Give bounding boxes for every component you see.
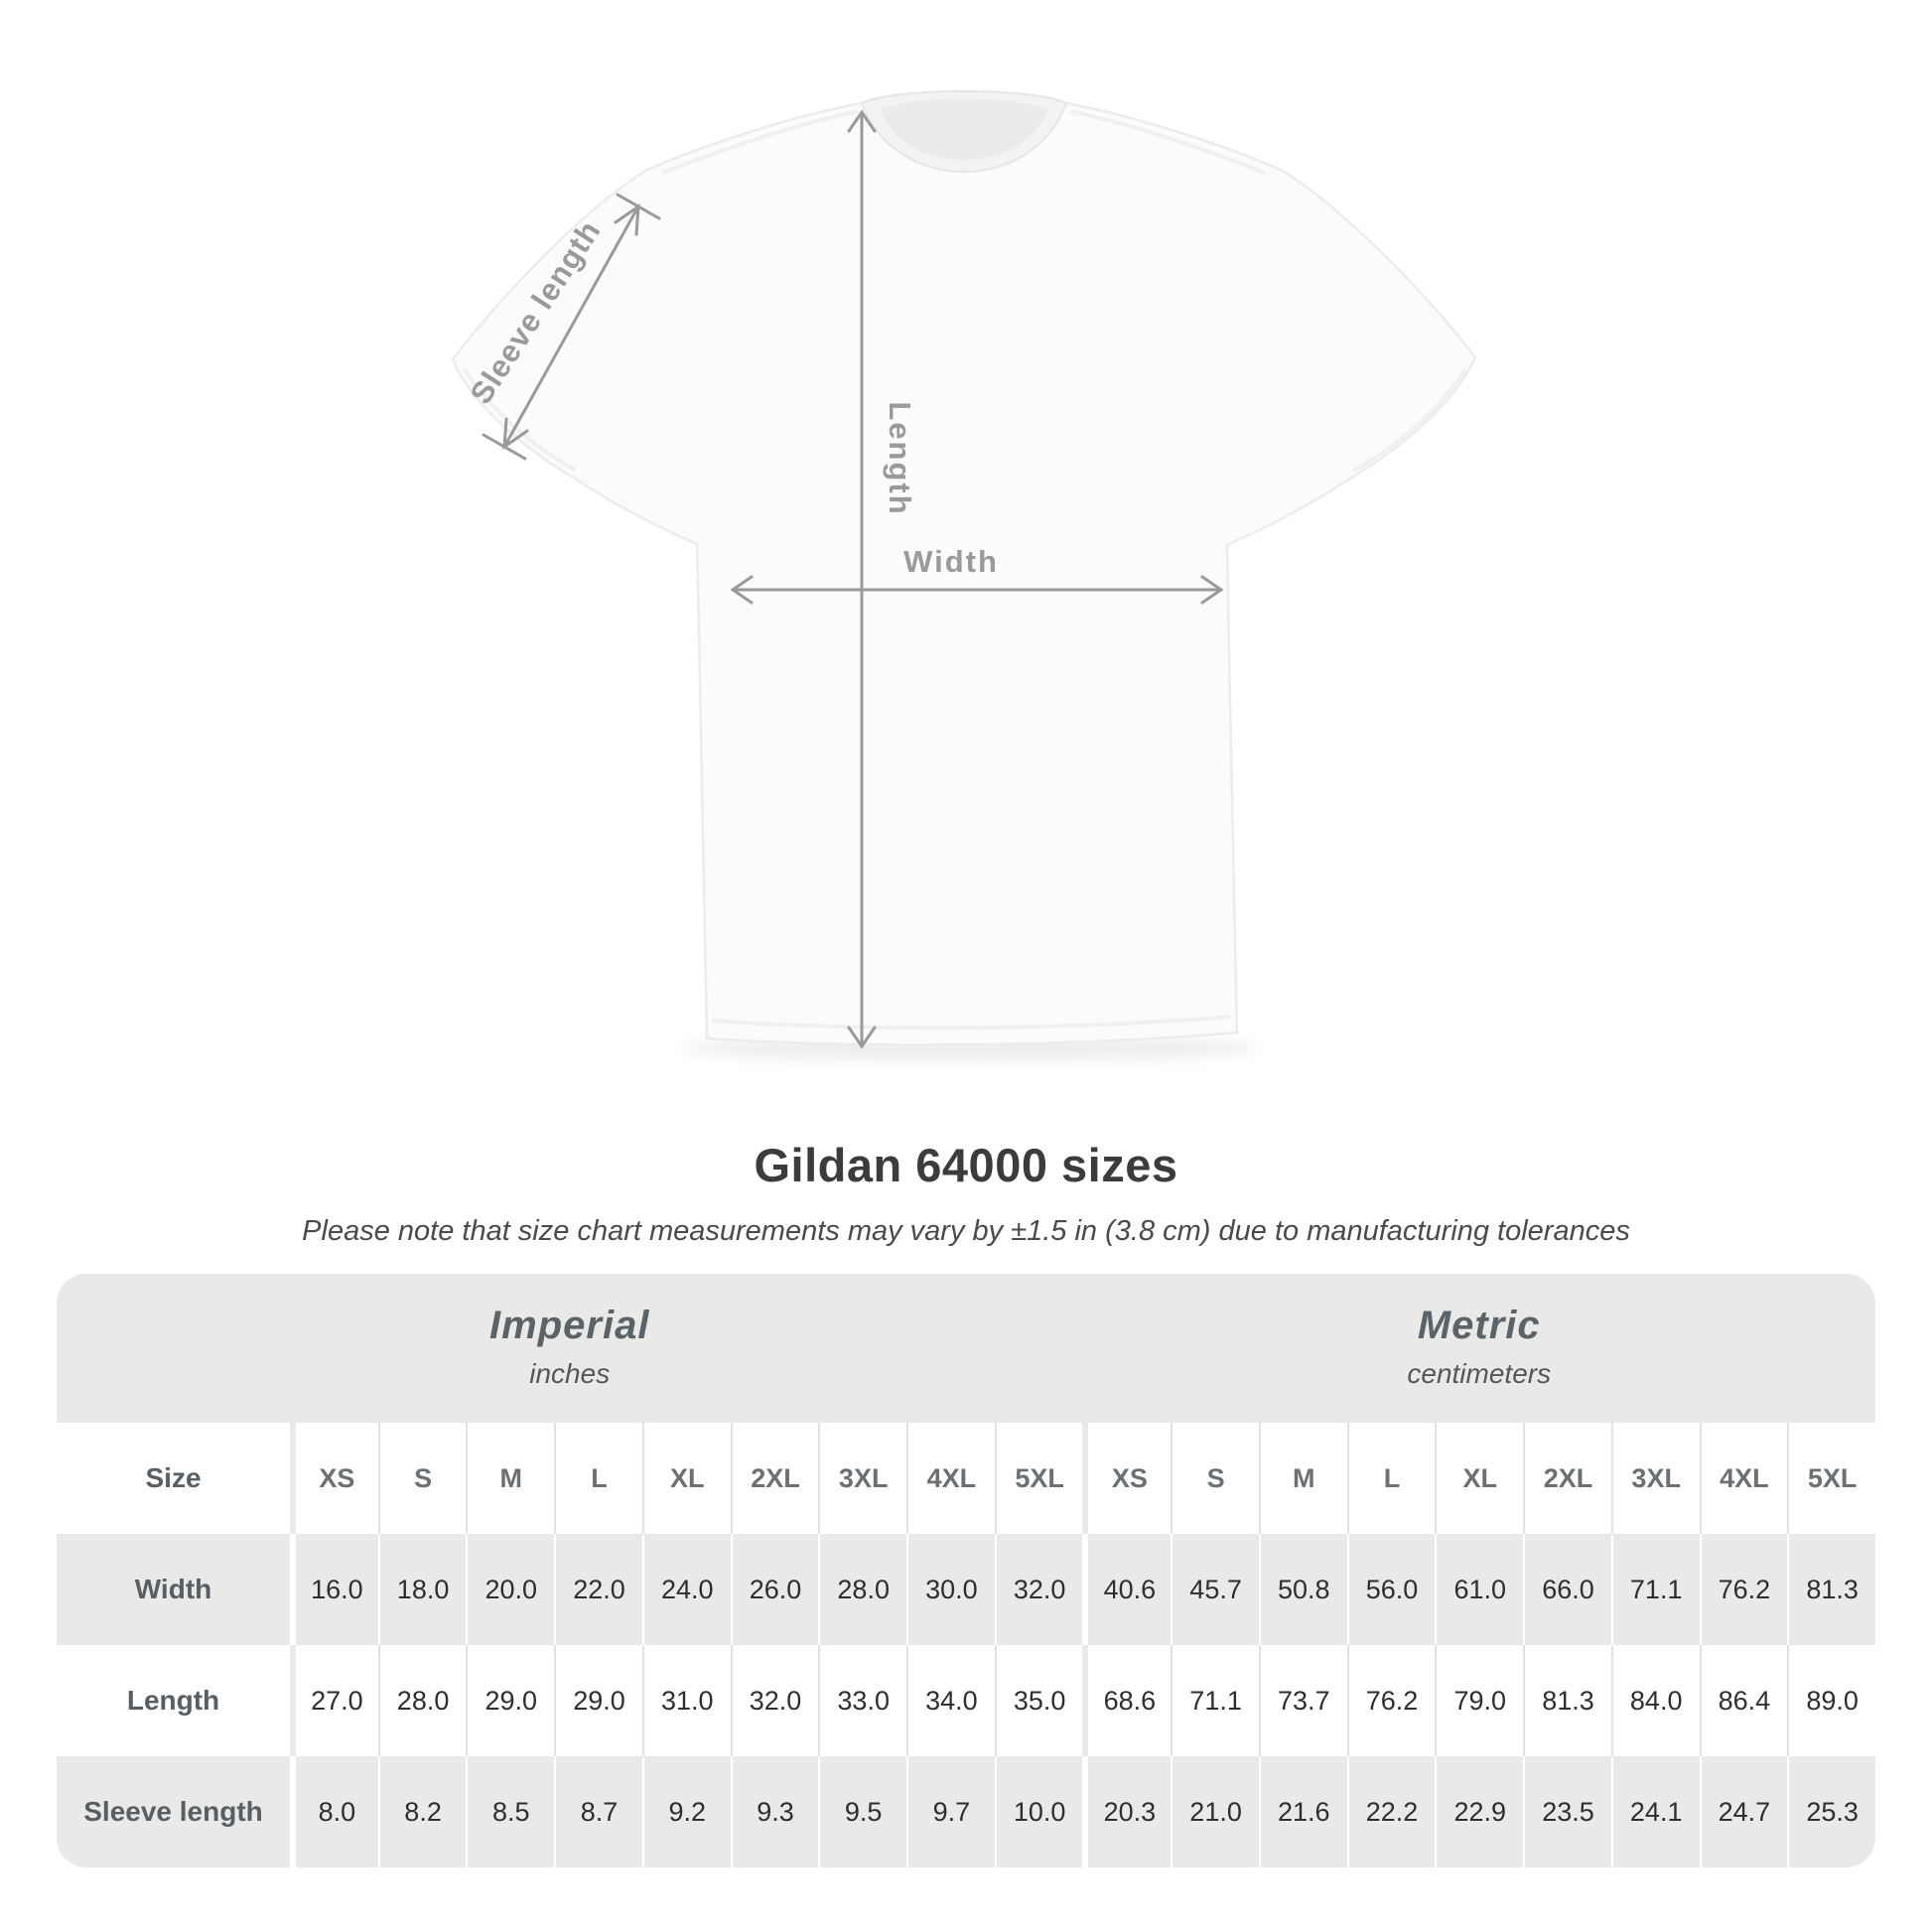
unit-group-subtitle: inches <box>529 1358 611 1389</box>
value-length-imperial-m: 29.0 <box>466 1645 555 1756</box>
value-sleeve-length-imperial-5xl: 10.0 <box>994 1756 1083 1867</box>
unit-group-title: Imperial <box>489 1304 650 1347</box>
value-length-metric-s: 71.1 <box>1171 1645 1259 1756</box>
size-header-metric-m: M <box>1258 1423 1347 1534</box>
size-header-imperial-m: M <box>466 1423 555 1534</box>
size-header-metric-5xl: 5XL <box>1787 1423 1875 1534</box>
value-width-metric-4xl: 76.2 <box>1699 1534 1788 1645</box>
length-arrow <box>847 109 877 1049</box>
size-header-metric-xl: XL <box>1435 1423 1524 1534</box>
value-width-metric-s: 45.7 <box>1171 1534 1259 1645</box>
size-header-metric-4xl: 4XL <box>1699 1423 1788 1534</box>
row-label-length: Length <box>57 1645 290 1756</box>
value-sleeve-length-imperial-4xl: 9.7 <box>906 1756 995 1867</box>
value-sleeve-length-metric-l: 22.2 <box>1346 1756 1436 1867</box>
value-width-metric-5xl: 81.3 <box>1787 1534 1875 1645</box>
tolerance-note: Please note that size chart measurements… <box>302 1215 1630 1247</box>
size-header-metric-2xl: 2XL <box>1523 1423 1611 1534</box>
value-width-imperial-xs: 16.0 <box>290 1534 378 1645</box>
page-title: Gildan 64000 sizes <box>754 1139 1178 1191</box>
value-length-imperial-l: 29.0 <box>554 1645 642 1756</box>
value-length-imperial-xs: 27.0 <box>290 1645 378 1756</box>
value-sleeve-length-metric-s: 21.0 <box>1171 1756 1259 1867</box>
value-sleeve-length-metric-xl: 22.9 <box>1435 1756 1524 1867</box>
value-length-imperial-xl: 31.0 <box>641 1645 731 1756</box>
value-sleeve-length-metric-xs: 20.3 <box>1082 1756 1172 1867</box>
value-length-metric-2xl: 81.3 <box>1523 1645 1611 1756</box>
value-width-metric-m: 50.8 <box>1258 1534 1347 1645</box>
measurement-arrows <box>482 109 1224 1049</box>
size-header-imperial-s: S <box>377 1423 467 1534</box>
tshirt-silhouette <box>451 89 1477 1046</box>
size-header-imperial-5xl: 5XL <box>994 1423 1083 1534</box>
value-width-imperial-xl: 24.0 <box>641 1534 731 1645</box>
value-length-metric-m: 73.7 <box>1258 1645 1347 1756</box>
value-width-metric-l: 56.0 <box>1346 1534 1436 1645</box>
value-width-imperial-3xl: 28.0 <box>818 1534 907 1645</box>
size-header-metric-xs: XS <box>1082 1423 1172 1534</box>
value-length-metric-l: 76.2 <box>1346 1645 1436 1756</box>
value-width-imperial-m: 20.0 <box>466 1534 555 1645</box>
value-length-metric-xl: 79.0 <box>1435 1645 1524 1756</box>
size-header-imperial-l: L <box>554 1423 642 1534</box>
value-sleeve-length-metric-5xl: 25.3 <box>1787 1756 1875 1867</box>
size-header-imperial-xs: XS <box>290 1423 378 1534</box>
value-width-metric-2xl: 66.0 <box>1523 1534 1611 1645</box>
unit-group-imperial: Imperial inches <box>57 1274 1083 1423</box>
row-label-width: Width <box>57 1534 290 1645</box>
value-width-imperial-l: 22.0 <box>554 1534 642 1645</box>
value-length-metric-3xl: 84.0 <box>1610 1645 1700 1756</box>
size-header-imperial-3xl: 3XL <box>818 1423 907 1534</box>
value-sleeve-length-imperial-3xl: 9.5 <box>818 1756 907 1867</box>
size-header-imperial-2xl: 2XL <box>730 1423 819 1534</box>
size-table-grid: Imperial inches Metric centimeters Size XS S M L… <box>57 1274 1875 1867</box>
value-width-imperial-4xl: 30.0 <box>906 1534 995 1645</box>
value-sleeve-length-metric-4xl: 24.7 <box>1699 1756 1788 1867</box>
value-sleeve-length-imperial-xl: 9.2 <box>641 1756 731 1867</box>
value-sleeve-length-imperial-xs: 8.0 <box>290 1756 378 1867</box>
value-sleeve-length-imperial-2xl: 9.3 <box>730 1756 819 1867</box>
length-label: Length <box>883 401 917 515</box>
value-sleeve-length-metric-2xl: 23.5 <box>1523 1756 1611 1867</box>
value-width-imperial-2xl: 26.0 <box>730 1534 819 1645</box>
size-header-imperial-4xl: 4XL <box>906 1423 995 1534</box>
row-label-sleeve-length: Sleeve length <box>57 1756 290 1867</box>
value-width-metric-3xl: 71.1 <box>1610 1534 1700 1645</box>
value-length-metric-4xl: 86.4 <box>1699 1645 1788 1756</box>
size-header-metric-l: L <box>1346 1423 1436 1534</box>
value-length-imperial-s: 28.0 <box>377 1645 467 1756</box>
value-sleeve-length-imperial-l: 8.7 <box>554 1756 642 1867</box>
value-sleeve-length-imperial-s: 8.2 <box>377 1756 467 1867</box>
size-header-metric-3xl: 3XL <box>1610 1423 1700 1534</box>
unit-group-title: Metric <box>1417 1304 1541 1347</box>
value-width-imperial-5xl: 32.0 <box>994 1534 1083 1645</box>
width-arrow <box>730 575 1224 605</box>
value-length-imperial-2xl: 32.0 <box>730 1645 819 1756</box>
width-label: Width <box>903 544 999 579</box>
value-length-imperial-5xl: 35.0 <box>994 1645 1083 1756</box>
size-header-metric-s: S <box>1171 1423 1259 1534</box>
tshirt-measurement-diagram: Sleeve length Length Width <box>451 89 1477 1061</box>
value-sleeve-length-imperial-m: 8.5 <box>466 1756 555 1867</box>
value-sleeve-length-metric-m: 21.6 <box>1258 1756 1347 1867</box>
unit-group-subtitle: centimeters <box>1407 1358 1552 1389</box>
value-width-imperial-s: 18.0 <box>377 1534 467 1645</box>
value-length-metric-5xl: 89.0 <box>1787 1645 1875 1756</box>
shirt-seams <box>463 109 1467 1031</box>
value-length-imperial-3xl: 33.0 <box>818 1645 907 1756</box>
value-length-imperial-4xl: 34.0 <box>906 1645 995 1756</box>
collar-inner-shadow <box>880 98 1048 160</box>
size-header-imperial-xl: XL <box>641 1423 731 1534</box>
value-length-metric-xs: 68.6 <box>1082 1645 1172 1756</box>
size-column-header: Size <box>57 1423 290 1534</box>
sleeve-length-arrow <box>482 193 661 461</box>
size-table: Imperial inches Metric centimeters Size XS S M L… <box>57 1274 1875 1867</box>
value-sleeve-length-metric-3xl: 24.1 <box>1610 1756 1700 1867</box>
unit-group-metric: Metric centimeters <box>1082 1274 1875 1423</box>
value-width-metric-xl: 61.0 <box>1435 1534 1524 1645</box>
value-width-metric-xs: 40.6 <box>1082 1534 1172 1645</box>
